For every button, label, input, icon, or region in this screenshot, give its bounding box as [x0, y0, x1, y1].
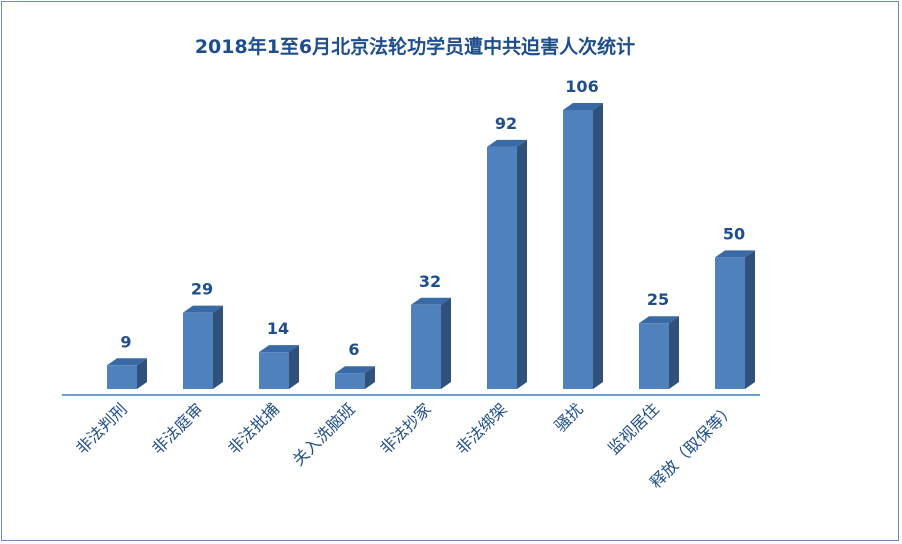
data-label: 6 [348, 340, 359, 359]
bar-top-face [335, 366, 375, 374]
bar-front-face [715, 257, 745, 389]
bar-side-face [137, 358, 147, 389]
category-label: 非法庭审 [148, 399, 207, 458]
data-label: 9 [120, 332, 131, 351]
bar-top-face [639, 316, 679, 324]
category-label: 非法批捕 [224, 399, 283, 458]
bar-front-face [411, 304, 441, 389]
data-label: 50 [723, 224, 745, 243]
bar [335, 366, 375, 389]
category-label: 非法判刑 [72, 399, 131, 458]
bar [259, 345, 299, 389]
bar-front-face [563, 110, 593, 389]
bar-front-face [107, 365, 137, 389]
bar-side-face [365, 366, 375, 389]
bar-top-face [563, 103, 603, 110]
bar-top-face [183, 305, 223, 313]
bar-side-face [289, 345, 299, 389]
data-label: 32 [419, 272, 441, 291]
bar-top-face [411, 297, 451, 305]
bar [183, 305, 223, 389]
data-label: 106 [565, 77, 598, 96]
bar-top-face [715, 250, 755, 258]
bar [715, 250, 755, 389]
bar-side-face [441, 297, 451, 389]
category-label: 关入洗脑班 [289, 399, 359, 469]
bar-top-face [107, 358, 147, 366]
bar-top-face [259, 345, 299, 353]
bar-side-face [745, 250, 755, 389]
bar-front-face [183, 312, 213, 389]
data-label: 29 [191, 280, 213, 299]
data-label: 25 [647, 290, 669, 309]
bar-side-face [669, 316, 679, 389]
category-label: 非法抄家 [376, 399, 435, 458]
bar-front-face [335, 373, 365, 389]
bar-side-face [213, 305, 223, 389]
bar-front-face [639, 323, 669, 389]
bar-side-face [517, 139, 527, 389]
bar-top-face [487, 139, 527, 147]
category-label: 监视居住 [604, 399, 663, 458]
data-label: 92 [495, 114, 517, 133]
bar [487, 139, 527, 389]
category-label: 骚扰 [551, 399, 587, 435]
bar [107, 358, 147, 389]
bar [639, 316, 679, 389]
chart-title: 2018年1至6月北京法轮功学员遭中共迫害人次统计 [194, 36, 636, 58]
bar-front-face [259, 352, 289, 389]
category-label: 非法绑架 [452, 399, 511, 458]
bar-side-face [593, 103, 603, 389]
bar-front-face [487, 146, 517, 389]
bar [411, 297, 451, 389]
bar [563, 103, 603, 389]
data-label: 14 [267, 319, 289, 338]
